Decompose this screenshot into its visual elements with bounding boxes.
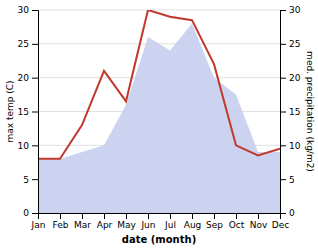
axis-line — [39, 214, 281, 220]
tick-mark — [280, 112, 286, 113]
tick-label: 15 — [289, 107, 300, 117]
marks — [38, 10, 280, 213]
tick-label: 30 — [18, 5, 30, 15]
tick: Jan — [31, 213, 46, 230]
tick-mark — [104, 213, 105, 219]
tick-mark — [32, 78, 38, 79]
tick-mark — [32, 179, 38, 180]
tick-label: Dec — [272, 220, 289, 230]
tick: Nov — [250, 213, 268, 230]
tick-label: Mar — [74, 220, 91, 230]
tick-mark — [280, 213, 286, 214]
tick-mark — [280, 78, 286, 79]
tick-label: Sep — [206, 220, 223, 230]
tick: 10 — [18, 141, 38, 151]
tick: Oct — [229, 213, 245, 230]
tick-label: 30 — [289, 5, 301, 15]
tick-mark — [280, 179, 286, 180]
tick-label: Apr — [97, 220, 113, 230]
y2-axis: 0 5 10 15 20 25 30 — [280, 5, 301, 218]
tick-label: May — [117, 220, 136, 230]
tick: 10 — [280, 141, 301, 151]
tick-label: 20 — [18, 73, 30, 83]
area — [38, 24, 280, 213]
tick-label: 10 — [18, 141, 30, 151]
tick-mark — [170, 213, 171, 219]
tick-mark — [214, 213, 215, 219]
chart-svg: JanFebMarAprMayJunJulAugSepOctNovDec0510… — [0, 0, 318, 249]
tick: Sep — [206, 213, 223, 230]
tick-label: 10 — [289, 141, 301, 151]
tick-mark — [236, 213, 237, 219]
tick-mark — [32, 145, 38, 146]
y2-axis-title: med. precipitation (kg/m2) — [305, 51, 315, 172]
tick-mark — [32, 44, 38, 45]
axis-line — [281, 11, 287, 214]
tick-mark — [258, 213, 259, 219]
tick-label: Feb — [53, 220, 69, 230]
tick-mark — [280, 44, 286, 45]
tick-mark — [32, 213, 38, 214]
tick-label: Jan — [31, 220, 46, 230]
tick-label: 20 — [289, 73, 301, 83]
tick: Aug — [184, 213, 202, 230]
tick-mark — [280, 10, 286, 11]
tick-label: Nov — [250, 220, 268, 230]
grid-line — [38, 10, 280, 11]
chart-container: JanFebMarAprMayJunJulAugSepOctNovDec0510… — [0, 0, 318, 249]
tick-mark — [60, 213, 61, 219]
tick: 15 — [18, 107, 38, 117]
tick: 5 — [23, 175, 38, 185]
tick: 0 — [280, 208, 295, 218]
tick-label: 5 — [289, 175, 295, 185]
tick-label: 25 — [18, 39, 29, 49]
x-axis: Jan Feb Mar Apr May Jun Jul Aug Sep Oct Nov Dec — [31, 213, 290, 230]
tick: Dec — [272, 213, 289, 230]
tick: 30 — [280, 5, 301, 15]
tick: Jul — [164, 213, 176, 230]
tick: Jun — [140, 213, 155, 230]
tick-label: Jul — [164, 220, 176, 230]
tick: 20 — [280, 73, 301, 83]
tick-label: 5 — [23, 175, 29, 185]
grid — [38, 10, 280, 213]
line — [38, 10, 280, 159]
tick-label: Aug — [184, 220, 202, 230]
y-axis-title: max temp (C) — [5, 80, 15, 142]
tick: Apr — [97, 213, 113, 230]
tick: Mar — [74, 213, 91, 230]
tick: 25 — [18, 39, 38, 49]
tick-label: Oct — [229, 220, 245, 230]
tick: Feb — [53, 213, 69, 230]
tick-mark — [192, 213, 193, 219]
tick-mark — [32, 10, 38, 11]
tick: May — [117, 213, 136, 230]
tick-mark — [148, 213, 149, 219]
tick-label: 15 — [18, 107, 29, 117]
y-axis: 0 5 10 15 20 25 30 — [18, 5, 39, 218]
tick: 0 — [23, 208, 38, 218]
tick: 20 — [18, 73, 38, 83]
tick-mark — [280, 145, 286, 146]
tick-label: 0 — [289, 208, 295, 218]
tick: 25 — [280, 39, 300, 49]
tick-mark — [32, 112, 38, 113]
tick-label: Jun — [140, 220, 155, 230]
x-axis-title: date (month) — [122, 234, 196, 245]
tick-mark — [126, 213, 127, 219]
tick: 30 — [18, 5, 38, 15]
tick-label: 25 — [289, 39, 300, 49]
tick: 15 — [280, 107, 300, 117]
tick: 5 — [280, 175, 295, 185]
tick-mark — [82, 213, 83, 219]
plot-area: JanFebMarAprMayJunJulAugSepOctNovDec0510… — [18, 5, 301, 230]
tick-label: 0 — [23, 208, 29, 218]
axis-line — [32, 11, 39, 214]
